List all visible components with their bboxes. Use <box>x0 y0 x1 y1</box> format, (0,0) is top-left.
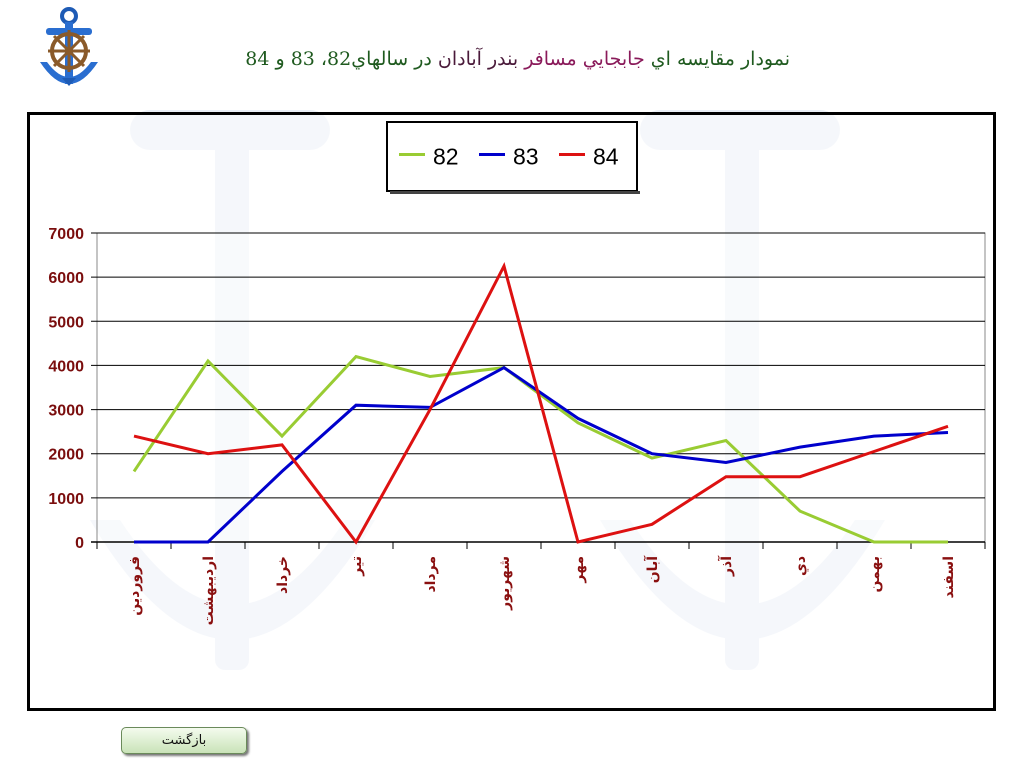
legend-label-84: 84 <box>593 144 619 170</box>
x-tick-label: آذر <box>717 555 735 577</box>
title-part-3: بندر آبادان <box>437 48 519 70</box>
legend-shadow <box>390 191 640 194</box>
line-chart: 0 1000 2000 3000 4000 5000 6000 7000 فروردين اردي… <box>48 121 986 625</box>
series-line-82 <box>132 354 948 544</box>
x-tick-label: آبان <box>643 555 661 583</box>
y-tick-label: 5000 <box>48 314 84 331</box>
x-tick-label: خرداد <box>275 556 291 594</box>
x-tick-label: فروردين <box>127 556 143 616</box>
y-tick-label: 6000 <box>48 270 84 287</box>
y-tick-label: 2000 <box>48 447 84 464</box>
chart-frame: 0 1000 2000 3000 4000 5000 6000 7000 فروردين اردي… <box>27 112 996 711</box>
y-tick-label: 7000 <box>48 226 84 243</box>
legend-label-83: 83 <box>513 144 539 170</box>
series-line-83 <box>134 365 949 544</box>
x-tick-label: اسفند <box>941 556 957 598</box>
y-tick-label: 1000 <box>48 491 84 508</box>
x-tick-label: ارديبهشت <box>201 556 217 625</box>
legend-box <box>386 121 638 192</box>
y-tick-label: 3000 <box>48 403 84 420</box>
plot-area <box>96 232 986 543</box>
x-tick-label: دي <box>793 556 810 576</box>
anchor-ship-wheel-icon <box>40 7 98 86</box>
title-part-4: در سالهاي82، 83 و 84 <box>245 48 432 70</box>
title-part-1: نمودار مقايسه اي <box>650 48 790 70</box>
y-tick-label: 4000 <box>48 358 84 375</box>
back-button[interactable]: بازگشت <box>121 727 247 754</box>
x-tick-label: مهر <box>571 556 587 584</box>
chart-title: نمودار مقايسه اي جابجايي مسافر بندر آباد… <box>150 48 790 70</box>
series-line-84 <box>133 261 949 545</box>
x-tick-label: بهمن <box>867 556 883 592</box>
title-part-2: جابجايي مسافر <box>524 48 645 70</box>
x-tick-label: تير <box>349 556 365 577</box>
y-tick-label: 0 <box>75 535 84 552</box>
legend-label-82: 82 <box>433 144 459 170</box>
x-tick-label: شهريور <box>497 556 513 611</box>
back-button-label: بازگشت <box>161 733 207 748</box>
x-tick-label: مرداد <box>423 556 439 593</box>
